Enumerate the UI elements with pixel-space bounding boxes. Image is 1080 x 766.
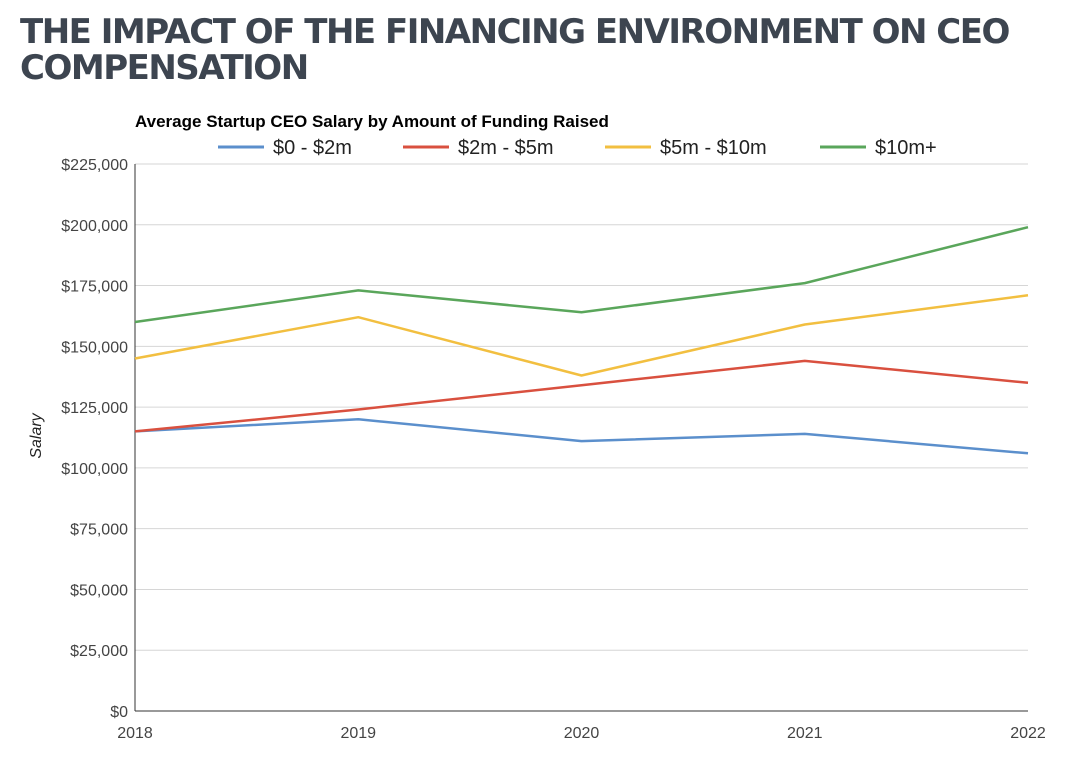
x-axis-ticks: 2018 2019 2020 2021 2022 [117,725,1046,742]
y-axis-title: Salary [28,412,45,458]
gridlines [135,163,1028,651]
series-line-0-2m [134,418,1029,455]
y-axis-ticks: $0 $25,000 $50,000 $75,000 $100,000 $125,000 $… [61,157,128,721]
y-tick-label: $175,000 [61,279,128,296]
y-tick-label: $225,000 [61,157,128,174]
legend: $0 - $2m $2m - $5m $5m - $10m $10m+ [218,137,937,159]
page-title-line-1: THE IMPACT OF THE FINANCING ENVIRONMENT … [20,12,1010,52]
page-title: THE IMPACT OF THE FINANCING ENVIRONMENT … [20,14,1060,86]
x-tick-label: 2018 [117,725,153,742]
series-line-10m [134,225,1029,324]
series-lines [134,225,1029,455]
y-tick-label: $150,000 [61,339,128,356]
x-tick-label: 2022 [1010,725,1046,742]
x-tick-label: 2019 [340,725,376,742]
x-tick-label: 2021 [787,725,823,742]
page-title-line-2: COMPENSATION [20,48,309,88]
legend-label-5m-10m: $5m - $10m [660,137,767,159]
y-tick-label: $50,000 [70,582,128,599]
legend-label-10m: $10m+ [875,137,937,159]
series-line-2m-5m [134,359,1029,433]
y-tick-label: $25,000 [70,643,128,660]
y-tick-label: $75,000 [70,522,128,539]
legend-label-2m-5m: $2m - $5m [458,137,554,159]
legend-label-0-2m: $0 - $2m [273,137,352,159]
y-tick-label: $0 [110,704,128,721]
y-tick-label: $125,000 [61,400,128,417]
y-tick-label: $100,000 [61,461,128,478]
series-line-5m-10m [134,294,1029,377]
y-tick-label: $200,000 [61,218,128,235]
chart-title: Average Startup CEO Salary by Amount of … [135,112,609,131]
x-tick-label: 2020 [564,725,600,742]
